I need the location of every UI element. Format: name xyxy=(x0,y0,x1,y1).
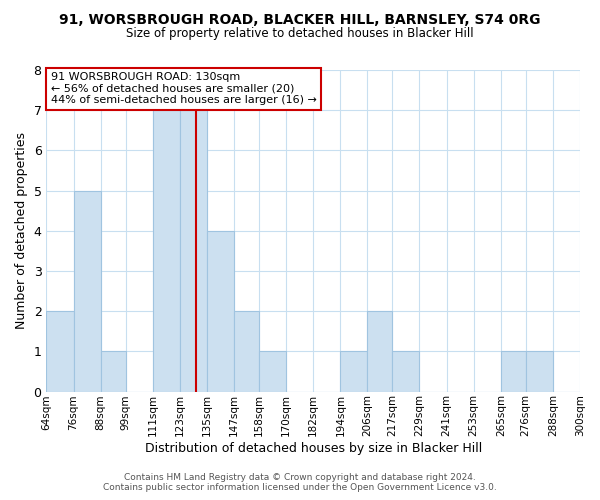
Bar xyxy=(234,311,259,392)
Bar xyxy=(340,352,367,392)
Text: 91, WORSBROUGH ROAD, BLACKER HILL, BARNSLEY, S74 0RG: 91, WORSBROUGH ROAD, BLACKER HILL, BARNS… xyxy=(59,12,541,26)
Bar xyxy=(180,110,207,392)
X-axis label: Distribution of detached houses by size in Blacker Hill: Distribution of detached houses by size … xyxy=(145,442,482,455)
Bar xyxy=(74,190,101,392)
Bar xyxy=(152,110,180,392)
Bar xyxy=(101,352,125,392)
Text: Contains HM Land Registry data © Crown copyright and database right 2024.
Contai: Contains HM Land Registry data © Crown c… xyxy=(103,473,497,492)
Bar xyxy=(526,352,553,392)
Bar xyxy=(367,311,392,392)
Bar xyxy=(392,352,419,392)
Bar xyxy=(46,311,74,392)
Text: Size of property relative to detached houses in Blacker Hill: Size of property relative to detached ho… xyxy=(126,28,474,40)
Y-axis label: Number of detached properties: Number of detached properties xyxy=(15,132,28,330)
Bar xyxy=(207,231,234,392)
Bar xyxy=(259,352,286,392)
Text: 91 WORSBROUGH ROAD: 130sqm
← 56% of detached houses are smaller (20)
44% of semi: 91 WORSBROUGH ROAD: 130sqm ← 56% of deta… xyxy=(51,72,317,105)
Bar xyxy=(501,352,526,392)
